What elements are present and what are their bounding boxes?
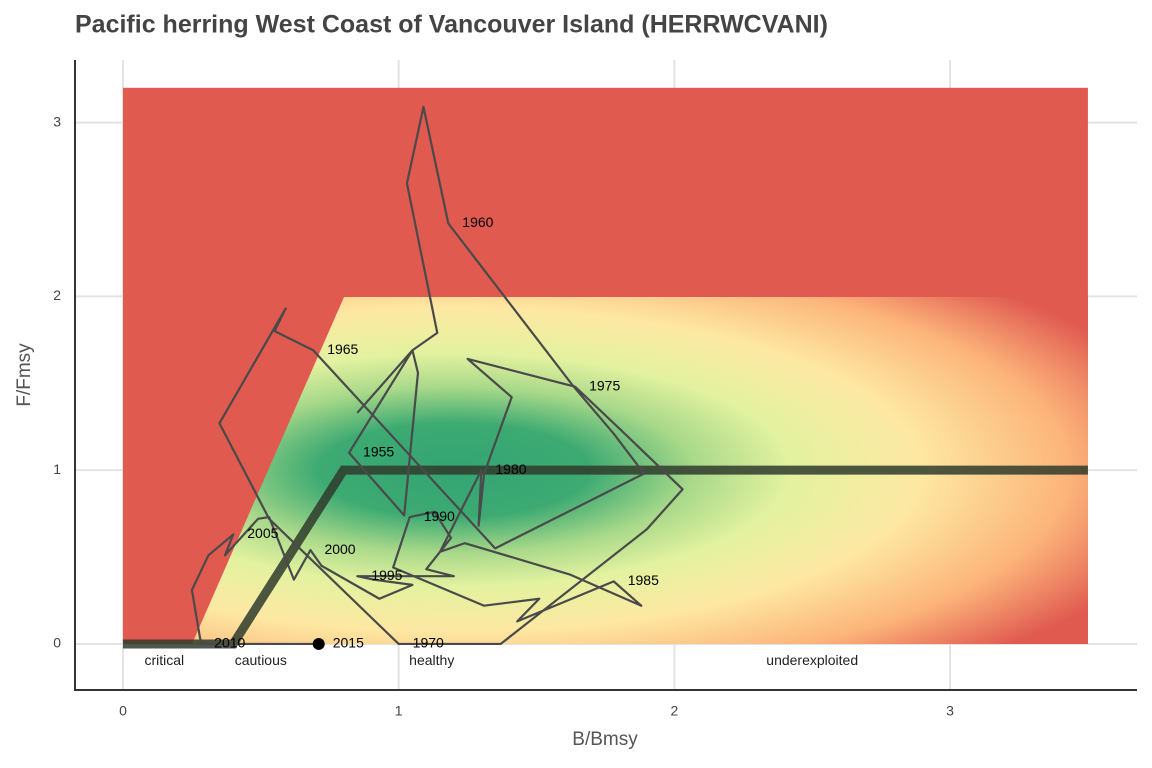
background — [122, 87, 1088, 644]
year-label: 1985 — [628, 572, 659, 588]
year-label: 1955 — [363, 443, 394, 459]
x-tick-label: 0 — [119, 703, 127, 719]
year-label: 2005 — [247, 525, 278, 541]
x-tick-label: 2 — [670, 703, 678, 719]
year-label: 1975 — [589, 377, 620, 393]
year-label: 2000 — [324, 541, 355, 557]
y-tick-label: 0 — [53, 635, 61, 651]
chart-title: Pacific herring West Coast of Vancouver … — [75, 11, 828, 39]
x-tick-label: 3 — [946, 703, 954, 719]
zone-label: critical — [144, 652, 184, 668]
y-tick-label: 3 — [53, 113, 61, 129]
zone-label: cautious — [235, 652, 287, 668]
reference-line — [122, 465, 1088, 649]
trajectory-line — [190, 105, 684, 646]
current-point — [312, 637, 325, 650]
x-axis-title: B/Bmsy — [572, 729, 638, 750]
year-label: 1995 — [371, 567, 402, 583]
zone-label: underexploited — [766, 652, 858, 668]
y-tick-label: 1 — [53, 461, 61, 477]
y-axis-title: F/Fmsy — [14, 343, 35, 407]
x-tick-label: 1 — [395, 703, 403, 719]
year-label: 1960 — [462, 214, 493, 230]
year-label: 1970 — [413, 635, 444, 651]
zone-label: healthy — [409, 652, 454, 668]
y-tick-label: 2 — [53, 287, 61, 303]
year-label: 2015 — [333, 635, 364, 651]
plot-area: 1955 1960 1965 1970 1975 1980 1985 1990 1995 2000… — [122, 105, 1088, 668]
year-label: 1990 — [424, 508, 455, 524]
year-label: 1965 — [327, 341, 358, 357]
year-label: 2010 — [214, 635, 245, 651]
year-label: 1980 — [495, 461, 526, 477]
